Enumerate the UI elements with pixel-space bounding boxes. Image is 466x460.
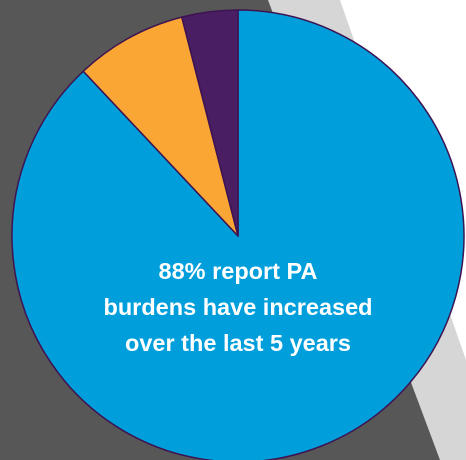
pie-slice-2 [82,16,239,237]
pie-slice-1 [11,9,465,460]
callout-line-2: burdens have increased [103,294,372,320]
pie-slice-3 [181,9,239,237]
pie-slices [11,9,465,460]
callout-line-1: 88% report PA [159,258,318,284]
callout-line-3: over the last 5 years [125,330,351,356]
